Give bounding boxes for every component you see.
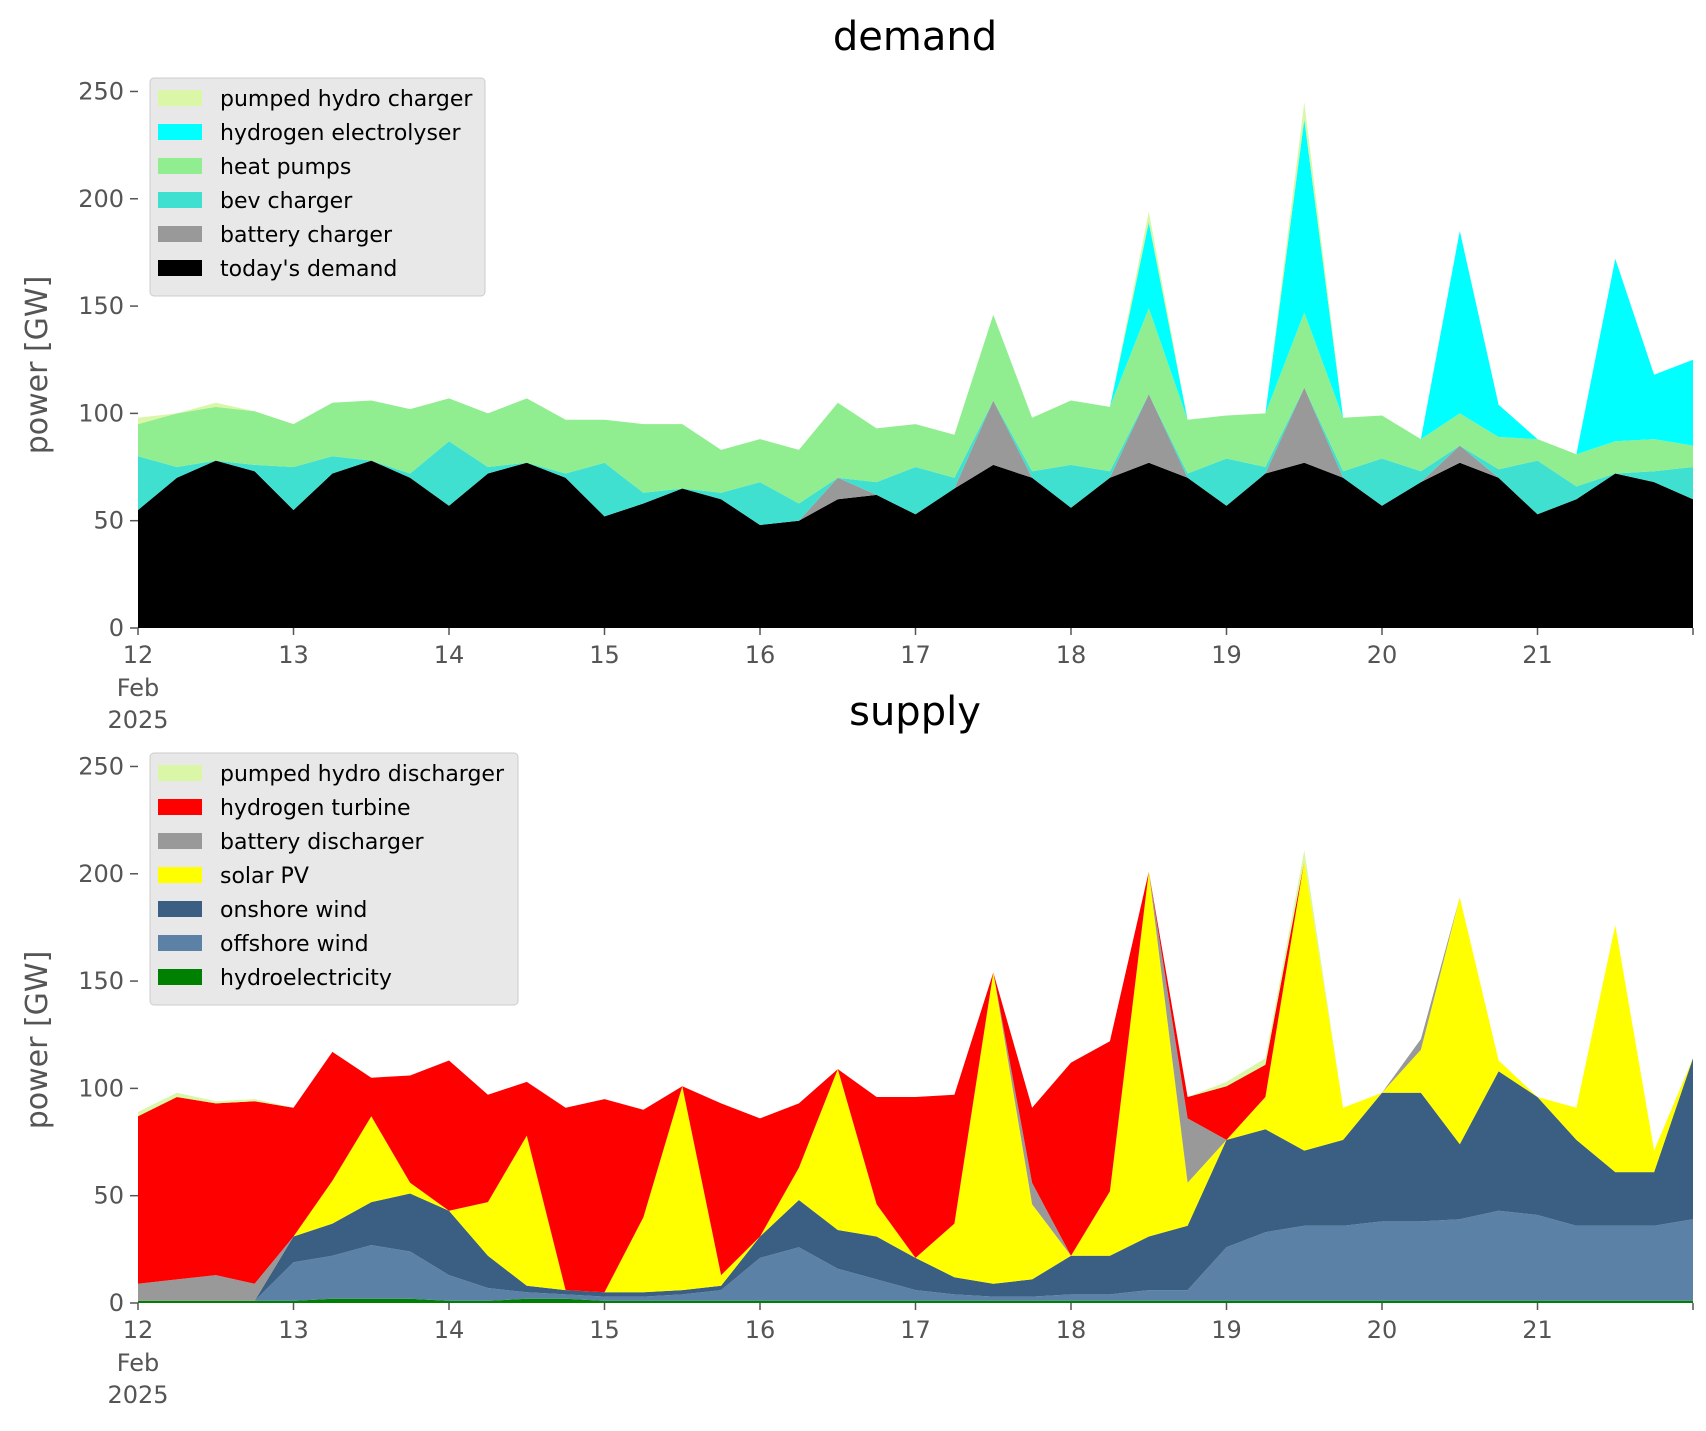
demand-legend-swatch-heat-pumps [158,158,202,174]
demand-legend-swatch-hydrogen-electrolyser [158,124,202,140]
supply-x-tick-sublabel: Feb [117,1349,160,1377]
demand-legend-swatch-today-s-demand [158,260,202,276]
supply-axes: 0 50 100 150 200 250 12 Feb 2025 13 14 15 16 17 18 19 20… [78,752,1694,1409]
supply-legend-swatch-battery-discharger [158,833,202,849]
demand-x-tick-label: 18 [1056,641,1087,669]
supply-y-tick-label: 200 [78,860,124,888]
supply-x-tick-label: 18 [1056,1316,1087,1344]
supply-x-tick-label: 14 [434,1316,465,1344]
supply-legend-swatch-pumped-hydro-discharger [158,765,202,781]
supply-legend-swatch-onshore-wind [158,901,202,917]
demand-y-tick-label: 100 [78,399,124,427]
demand-panel: demand power [GW] 0 50 100 150 200 250 12 Feb 20… [20,14,1694,734]
supply-legend-label-offshore-wind: offshore wind [220,932,369,957]
supply-legend: pumped hydro discharger hydrogen turbine b… [149,752,519,1006]
demand-y-axis-label: power [GW] [20,276,55,455]
supply-area-offshore-wind [138,1210,1693,1301]
supply-legend-swatch-hydrogen-turbine [158,799,202,815]
supply-x-tick-label: 19 [1211,1316,1242,1344]
demand-y-tick-label: 250 [78,77,124,105]
supply-legend-box [149,752,519,1006]
supply-y-tick-label: 150 [78,967,124,995]
demand-x-tick-sublabel: 2025 [107,706,168,734]
demand-legend-label-heat-pumps: heat pumps [220,155,351,180]
demand-stacked-areas [138,102,1693,628]
demand-area-heat-pumps [138,308,1693,504]
supply-area-hydroelectricity [138,1298,1693,1303]
supply-panel: supply power [GW] 0 50 100 150 200 250 12 Feb 20… [20,689,1694,1409]
demand-legend-swatch-pumped-hydro-charger [158,90,202,106]
demand-x-tick-label: 21 [1522,641,1553,669]
demand-area-bev-charger [138,387,1693,525]
supply-legend-label-solar-pv: solar PV [220,864,309,889]
supply-title: supply [849,689,981,735]
demand-x-tick-label: 12 [123,641,154,669]
demand-x-tick-label: 13 [278,641,309,669]
supply-x-tick-label: 20 [1367,1316,1398,1344]
supply-y-tick-label: 250 [78,752,124,780]
supply-x-tick-label: 17 [900,1316,931,1344]
supply-stacked-areas [138,850,1693,1303]
supply-legend-label-hydroelectricity: hydroelectricity [220,966,392,991]
supply-legend-label-hydrogen-turbine: hydrogen turbine [220,796,411,821]
demand-y-tick-label: 200 [78,185,124,213]
demand-area-hydrogen-electrolyser [138,119,1693,455]
supply-legend-swatch-offshore-wind [158,935,202,951]
supply-x-tick-label: 12 [123,1316,154,1344]
demand-legend-label-pumped-hydro-charger: pumped hydro charger [220,87,473,112]
supply-x-tick-label: 13 [278,1316,309,1344]
demand-x-tick-label: 14 [434,641,465,669]
demand-y-tick-label: 50 [93,507,124,535]
supply-x-tick-label: 16 [745,1316,776,1344]
demand-legend-label-hydrogen-electrolyser: hydrogen electrolyser [220,121,461,146]
demand-area-today-s-demand [138,460,1693,628]
supply-y-tick-label: 100 [78,1074,124,1102]
supply-x-tick-sublabel: 2025 [107,1381,168,1409]
demand-legend-swatch-battery-charger [158,226,202,242]
demand-legend-label-today-s-demand: today's demand [220,257,397,282]
supply-legend-label-onshore-wind: onshore wind [220,898,367,923]
demand-x-tick-label: 19 [1211,641,1242,669]
supply-x-tick-label: 21 [1522,1316,1553,1344]
demand-x-tick-sublabel: Feb [117,674,160,702]
supply-area-onshore-wind [138,1058,1693,1301]
demand-legend: pumped hydro charger hydrogen electrolyse… [149,77,486,297]
demand-area-battery-charger [138,387,1693,525]
supply-legend-label-pumped-hydro-discharger: pumped hydro discharger [220,762,505,787]
supply-y-tick-label: 0 [109,1289,124,1317]
demand-x-tick-label: 20 [1367,641,1398,669]
demand-legend-label-battery-charger: battery charger [220,223,393,248]
demand-x-tick-label: 16 [745,641,776,669]
demand-title: demand [833,14,997,60]
demand-legend-swatch-bev-charger [158,192,202,208]
supply-x-tick-label: 15 [589,1316,620,1344]
demand-x-tick-label: 15 [589,641,620,669]
demand-legend-box [149,77,486,297]
supply-area-solar-pv [138,860,1693,1301]
supply-legend-swatch-solar-pv [158,867,202,883]
supply-area-hydrogen-turbine [138,860,1693,1293]
demand-axes: 0 50 100 150 200 250 12 Feb 2025 13 14 15 16 17 18 19 20… [78,77,1694,734]
supply-legend-swatch-hydroelectricity [158,969,202,985]
demand-x-tick-label: 17 [900,641,931,669]
supply-legend-label-battery-discharger: battery discharger [220,830,425,855]
demand-legend-label-bev-charger: bev charger [220,189,353,214]
supply-y-axis-label: power [GW] [20,951,55,1130]
demand-y-tick-label: 150 [78,292,124,320]
supply-y-tick-label: 50 [93,1182,124,1210]
demand-y-tick-label: 0 [109,614,124,642]
